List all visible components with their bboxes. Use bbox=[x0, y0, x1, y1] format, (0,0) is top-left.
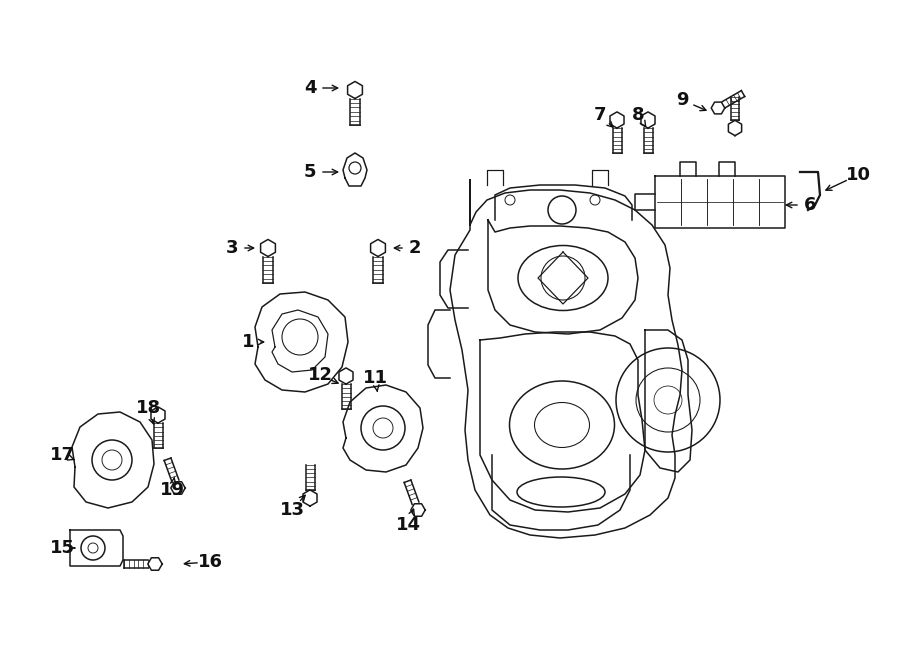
Text: 11: 11 bbox=[363, 369, 388, 387]
Text: 9: 9 bbox=[676, 91, 688, 109]
Text: 16: 16 bbox=[197, 553, 222, 571]
Text: 4: 4 bbox=[304, 79, 316, 97]
Text: 8: 8 bbox=[632, 106, 644, 124]
Text: 15: 15 bbox=[50, 539, 75, 557]
Text: 10: 10 bbox=[845, 166, 870, 184]
Text: 17: 17 bbox=[50, 446, 75, 464]
Text: 12: 12 bbox=[308, 366, 332, 384]
Text: 7: 7 bbox=[594, 106, 607, 124]
Text: 5: 5 bbox=[304, 163, 316, 181]
Text: 18: 18 bbox=[135, 399, 160, 417]
Text: 3: 3 bbox=[226, 239, 239, 257]
Text: 1: 1 bbox=[242, 333, 255, 351]
Text: 19: 19 bbox=[159, 481, 184, 499]
Text: 13: 13 bbox=[280, 501, 304, 519]
Text: 6: 6 bbox=[804, 196, 816, 214]
Text: 14: 14 bbox=[395, 516, 420, 534]
Text: 2: 2 bbox=[409, 239, 421, 257]
